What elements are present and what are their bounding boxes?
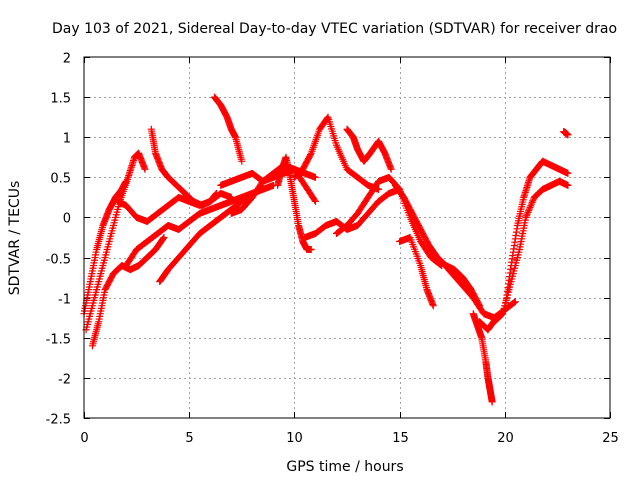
data-point: [527, 202, 535, 210]
data-point: [498, 310, 506, 318]
data-point: [323, 114, 331, 122]
data-point: [529, 197, 537, 205]
data-point: [497, 311, 505, 319]
data-point: [564, 131, 572, 139]
data-point: [522, 213, 530, 221]
grid-lines: [84, 57, 610, 418]
x-axis-label: GPS time / hours: [286, 459, 403, 475]
x-tick-label: 0: [80, 431, 88, 446]
series-arc-7: [156, 181, 277, 286]
y-tick-label: 0: [63, 212, 71, 227]
data-points: [80, 93, 572, 406]
y-tick-label: -2.5: [46, 413, 71, 428]
series-arc-17: [396, 234, 437, 310]
y-tick-label: 1.5: [50, 92, 71, 107]
x-tick-label: 20: [497, 431, 514, 446]
data-point: [526, 203, 534, 211]
data-point: [511, 298, 519, 306]
series-arc-22: [560, 128, 572, 139]
data-point: [213, 189, 221, 197]
series-arc-15: [332, 173, 446, 270]
series-arc-14: [343, 125, 395, 173]
series-arc-21: [490, 177, 572, 326]
data-point: [311, 173, 319, 181]
y-tick-label: -2: [58, 373, 71, 388]
data-point: [524, 208, 532, 216]
y-axis-label: SDTVAR / TECUs: [7, 181, 23, 296]
y-tick-label: -0.5: [46, 253, 71, 268]
data-point: [510, 298, 518, 306]
series-arc-19: [469, 310, 496, 406]
y-tick-label: 2: [63, 52, 71, 67]
data-point: [429, 302, 437, 310]
data-point: [160, 234, 168, 241]
plot-frame: [83, 56, 611, 419]
x-tick-label: 5: [185, 431, 193, 446]
x-tick-label: 15: [392, 431, 409, 446]
x-tick-label: 10: [286, 431, 303, 446]
data-point: [307, 246, 315, 254]
series-arc-12: [290, 113, 383, 193]
data-point: [525, 205, 533, 213]
series-arc-8: [210, 93, 246, 165]
data-point: [311, 196, 319, 204]
data-point: [564, 169, 572, 177]
series-arc-2: [82, 149, 149, 334]
data-point: [159, 235, 167, 243]
data-point: [528, 198, 536, 206]
data-point: [527, 200, 535, 208]
series-arc-11: [274, 153, 315, 254]
y-tick-label: 0.5: [50, 172, 71, 187]
data-point: [564, 181, 572, 189]
chart-title: Day 103 of 2021, Sidereal Day-to-day VTE…: [52, 21, 617, 37]
x-tick-label: 25: [602, 431, 619, 446]
data-point: [141, 165, 149, 173]
series-arc-3: [88, 234, 168, 350]
data-point: [525, 207, 533, 215]
data-point: [488, 398, 496, 406]
data-point: [523, 212, 531, 220]
data-point: [238, 157, 246, 165]
series-arc-6: [147, 125, 221, 209]
y-tick-label: 1: [63, 132, 71, 147]
y-tick-label: -1.5: [46, 333, 71, 348]
data-point: [387, 165, 395, 173]
data-point: [307, 151, 315, 159]
y-tick-label: -1: [58, 293, 71, 308]
data-point: [311, 197, 319, 205]
axis-tick-labels: 0 5 10 15 20 25 -2.5 -2 -1.5 -1 -0.5 0 0.5 1 1.5 2: [46, 52, 619, 447]
data-point: [523, 210, 531, 218]
